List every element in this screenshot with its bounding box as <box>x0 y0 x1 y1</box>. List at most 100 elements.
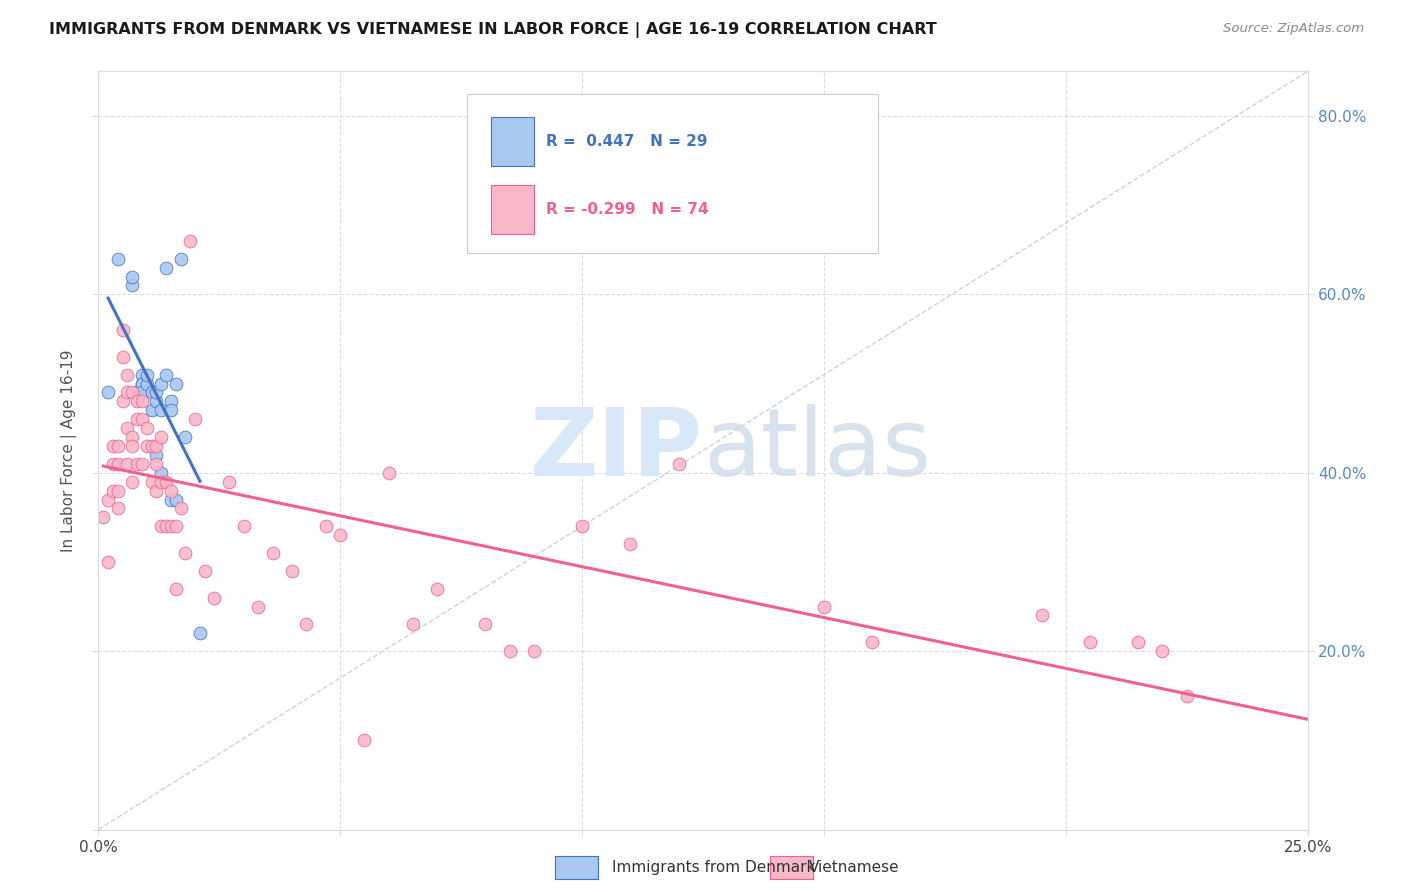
FancyBboxPatch shape <box>492 186 534 235</box>
Point <box>131 412 153 426</box>
Point <box>107 439 129 453</box>
Point <box>329 528 352 542</box>
Point <box>111 394 134 409</box>
Point <box>1078 635 1101 649</box>
Point <box>204 591 226 605</box>
Text: R = -0.299   N = 74: R = -0.299 N = 74 <box>546 202 709 217</box>
Text: R =  0.447   N = 29: R = 0.447 N = 29 <box>546 134 707 149</box>
Point <box>160 519 183 533</box>
Text: ZIP: ZIP <box>530 404 703 497</box>
Point <box>426 582 449 596</box>
Point <box>127 394 149 409</box>
Point <box>165 582 187 596</box>
FancyBboxPatch shape <box>492 117 534 166</box>
Point <box>155 519 177 533</box>
Point <box>141 475 163 489</box>
Point <box>1175 689 1198 703</box>
Point <box>127 412 149 426</box>
Point <box>179 234 201 248</box>
Point <box>474 617 496 632</box>
Point <box>571 519 593 533</box>
Point <box>127 457 149 471</box>
Point <box>523 644 546 658</box>
Point <box>184 412 207 426</box>
Point <box>101 483 124 498</box>
Point <box>107 483 129 498</box>
Point <box>131 394 153 409</box>
Point <box>131 376 153 391</box>
Point <box>121 475 143 489</box>
Text: atlas: atlas <box>703 404 931 497</box>
Point <box>127 385 149 400</box>
Text: IMMIGRANTS FROM DENMARK VS VIETNAMESE IN LABOR FORCE | AGE 16-19 CORRELATION CHA: IMMIGRANTS FROM DENMARK VS VIETNAMESE IN… <box>49 22 936 38</box>
Point <box>117 385 139 400</box>
Point <box>295 617 318 632</box>
Point <box>377 466 399 480</box>
Point <box>188 626 211 640</box>
Point <box>353 733 375 747</box>
Point <box>135 368 157 382</box>
Point <box>150 519 173 533</box>
FancyBboxPatch shape <box>467 95 879 253</box>
Point <box>155 368 177 382</box>
Point <box>131 368 153 382</box>
Point <box>1152 644 1174 658</box>
Point <box>145 448 167 462</box>
Point <box>315 519 337 533</box>
Point <box>145 385 167 400</box>
Point <box>155 260 177 275</box>
Point <box>107 457 129 471</box>
Point <box>160 394 183 409</box>
Point <box>169 252 191 266</box>
Point <box>135 421 157 435</box>
Point <box>121 439 143 453</box>
Point <box>141 385 163 400</box>
Point <box>281 564 304 578</box>
Point <box>131 376 153 391</box>
Point <box>141 403 163 417</box>
Point <box>121 430 143 444</box>
Point <box>1031 608 1053 623</box>
Point <box>145 394 167 409</box>
Text: Source: ZipAtlas.com: Source: ZipAtlas.com <box>1223 22 1364 36</box>
Point <box>135 439 157 453</box>
Point <box>169 501 191 516</box>
Point <box>107 501 129 516</box>
Point <box>218 475 240 489</box>
Text: Immigrants from Denmark: Immigrants from Denmark <box>612 860 815 874</box>
Point <box>101 439 124 453</box>
Text: Vietnamese: Vietnamese <box>808 860 898 874</box>
Point <box>194 564 217 578</box>
Point <box>131 385 153 400</box>
Point <box>262 546 284 560</box>
Point <box>174 546 197 560</box>
Point <box>860 635 883 649</box>
Point <box>150 466 173 480</box>
Point <box>97 492 120 507</box>
Point <box>117 457 139 471</box>
Point <box>141 439 163 453</box>
Point <box>97 385 120 400</box>
Point <box>111 350 134 364</box>
Point <box>160 492 183 507</box>
Point <box>97 555 120 569</box>
Point <box>160 483 183 498</box>
Point <box>174 430 197 444</box>
Point <box>101 457 124 471</box>
Point <box>150 403 173 417</box>
Point <box>150 430 173 444</box>
Point <box>402 617 425 632</box>
Point <box>498 644 520 658</box>
Point <box>131 457 153 471</box>
Point <box>91 510 114 524</box>
Point <box>155 475 177 489</box>
Point <box>165 492 187 507</box>
Point <box>121 385 143 400</box>
Point <box>145 483 167 498</box>
Point <box>165 376 187 391</box>
Point <box>247 599 270 614</box>
Point <box>121 269 143 284</box>
Y-axis label: In Labor Force | Age 16-19: In Labor Force | Age 16-19 <box>60 349 77 552</box>
Point <box>117 421 139 435</box>
Point <box>813 599 835 614</box>
